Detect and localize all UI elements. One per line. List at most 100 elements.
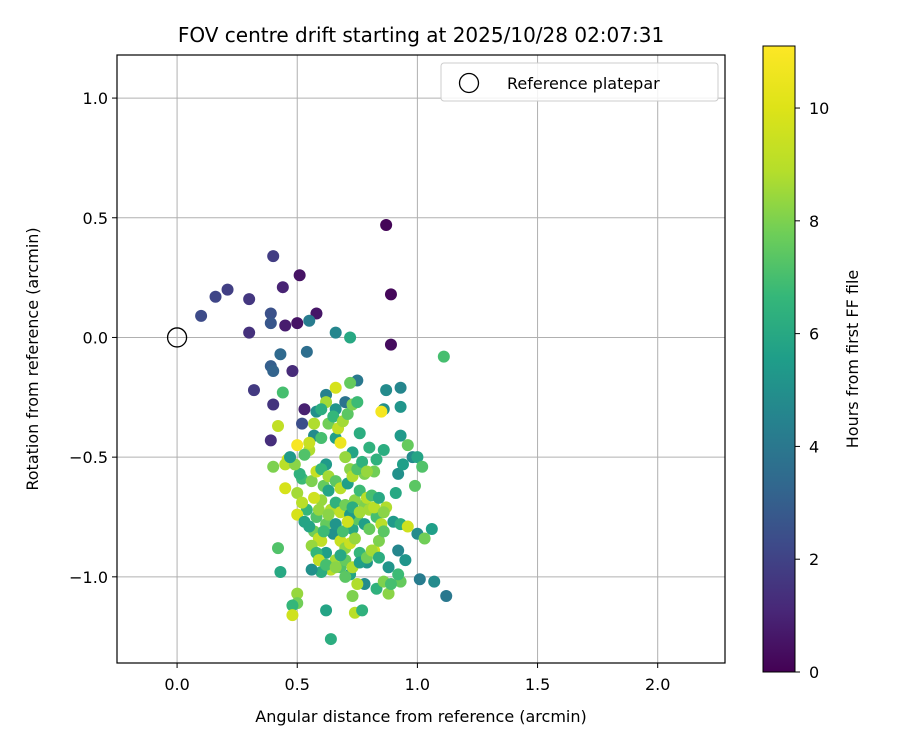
data-point xyxy=(322,484,335,497)
data-point xyxy=(296,496,309,509)
data-point xyxy=(437,350,450,363)
colorbar-tick-label: 6 xyxy=(809,325,819,344)
y-tick-label: −0.5 xyxy=(69,448,108,467)
grid xyxy=(117,55,725,663)
chart-title: FOV centre drift starting at 2025/10/28 … xyxy=(178,23,664,47)
data-point xyxy=(264,317,277,330)
reference-marker-layer xyxy=(166,327,188,348)
data-point xyxy=(303,436,316,449)
data-point xyxy=(351,578,364,591)
data-point xyxy=(382,561,395,574)
data-point xyxy=(360,465,373,478)
data-point xyxy=(363,441,376,454)
data-point xyxy=(264,434,277,447)
data-point xyxy=(363,522,376,535)
data-point xyxy=(375,405,388,418)
data-point xyxy=(276,281,289,294)
data-point xyxy=(416,460,429,473)
data-point xyxy=(274,566,287,579)
data-point xyxy=(334,436,347,449)
legend-label: Reference platepar xyxy=(507,74,660,93)
colorbar-gradient xyxy=(762,45,796,673)
colorbar-label: Hours from first FF file xyxy=(843,270,862,449)
data-point xyxy=(296,417,309,430)
x-tick-label: 0.5 xyxy=(285,675,310,694)
data-point xyxy=(209,290,222,303)
data-point xyxy=(247,384,260,397)
data-point xyxy=(372,534,385,547)
data-point xyxy=(339,570,352,583)
x-tick-label: 0.0 xyxy=(164,675,189,694)
data-point xyxy=(279,482,292,495)
data-point xyxy=(329,381,342,394)
data-point xyxy=(298,403,311,416)
data-point xyxy=(394,381,407,394)
colorbar-tick-label: 8 xyxy=(809,212,819,231)
legend: Reference platepar xyxy=(440,62,719,102)
data-point xyxy=(267,398,280,411)
data-point xyxy=(315,431,328,444)
legend-box xyxy=(440,62,719,102)
y-tick-label: 1.0 xyxy=(83,89,108,108)
data-point xyxy=(329,496,342,509)
data-point xyxy=(272,542,285,555)
data-point xyxy=(401,439,414,452)
data-point xyxy=(425,522,438,535)
data-point xyxy=(293,269,306,282)
data-point xyxy=(305,563,318,576)
data-point xyxy=(286,609,299,622)
data-point xyxy=(356,455,369,468)
data-point xyxy=(274,348,287,361)
data-point xyxy=(346,589,359,602)
data-point xyxy=(377,525,390,538)
data-point xyxy=(300,345,313,358)
colorbar-tick-label: 4 xyxy=(809,437,819,456)
data-point xyxy=(308,491,321,504)
data-point xyxy=(322,508,335,521)
data-point xyxy=(384,338,397,351)
data-point xyxy=(221,283,234,296)
data-point xyxy=(408,479,421,492)
data-point xyxy=(243,326,256,339)
data-point xyxy=(418,532,431,545)
x-tick-label: 1.5 xyxy=(525,675,550,694)
data-point xyxy=(396,458,409,471)
data-point xyxy=(284,451,297,464)
data-point xyxy=(243,293,256,306)
y-axis-label: Rotation from reference (arcmin) xyxy=(23,227,42,490)
data-point xyxy=(336,525,349,538)
y-tick-label: 0.0 xyxy=(83,328,108,347)
data-point xyxy=(368,501,381,514)
reference-platepar-marker xyxy=(166,327,188,348)
data-point xyxy=(329,326,342,339)
data-point xyxy=(291,587,304,600)
colorbar-tick-label: 2 xyxy=(809,550,819,569)
data-point xyxy=(303,314,316,327)
data-point xyxy=(382,587,395,600)
data-point xyxy=(351,396,364,409)
data-point xyxy=(308,417,321,430)
colorbar-tick-label: 0 xyxy=(809,663,819,682)
data-point xyxy=(392,568,405,581)
data-points xyxy=(195,218,453,646)
data-point xyxy=(279,319,292,332)
data-point xyxy=(353,427,366,440)
plot-frame xyxy=(116,54,726,664)
data-point xyxy=(399,554,412,567)
data-point xyxy=(195,309,208,322)
y-tick-label: 0.5 xyxy=(83,209,108,228)
data-point xyxy=(377,506,390,519)
data-point xyxy=(372,551,385,564)
data-point xyxy=(298,448,311,461)
data-point xyxy=(312,503,325,516)
x-axis-label: Angular distance from reference (arcmin) xyxy=(255,707,586,726)
data-point xyxy=(267,250,280,263)
data-point xyxy=(356,604,369,617)
data-point xyxy=(384,578,397,591)
data-point xyxy=(305,475,318,488)
data-point xyxy=(392,467,405,480)
data-point xyxy=(286,364,299,377)
x-tick-label: 2.0 xyxy=(645,675,670,694)
data-point xyxy=(320,558,333,571)
